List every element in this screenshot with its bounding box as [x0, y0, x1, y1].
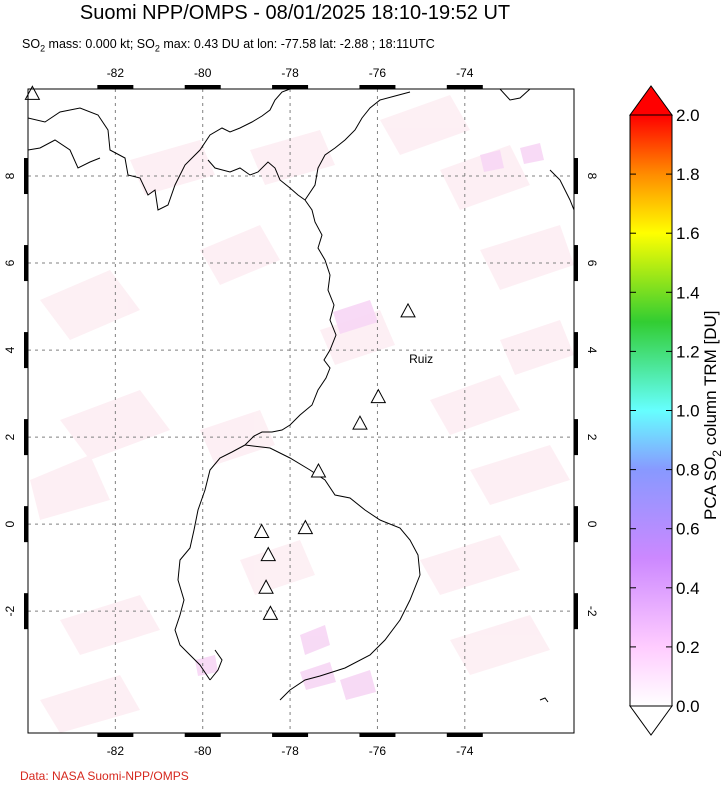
frame-bar — [574, 506, 578, 543]
lon-tick-label: -76 — [369, 744, 387, 758]
frame-bar — [359, 733, 396, 737]
lat-tick-label: 8 — [3, 172, 17, 179]
volcano-label: Ruiz — [409, 352, 433, 366]
lat-tick-label: 8 — [585, 173, 599, 180]
frame-bar — [97, 733, 134, 737]
frame-bar — [24, 245, 28, 282]
frame-bar — [97, 85, 134, 89]
frame-bar — [272, 733, 309, 737]
colorbar-tick-label: 0.4 — [676, 579, 700, 598]
volcano-triangle — [253, 523, 270, 539]
lon-tick-label: -80 — [194, 744, 212, 758]
lat-tick-label: 0 — [3, 520, 17, 527]
volcano-triangle — [258, 579, 274, 594]
lat-tick-label: 4 — [3, 346, 17, 353]
lon-tick-label: -78 — [281, 744, 299, 758]
colorbar-tick-label: 0.8 — [676, 461, 700, 480]
frame-bar — [24, 419, 28, 456]
lon-tick-label: -82 — [107, 66, 125, 80]
frame-bar — [24, 332, 28, 369]
frame-bar — [272, 85, 309, 89]
frame-bar — [24, 593, 28, 630]
colorbar-label: PCA SO2 column TRM [DU] — [701, 311, 724, 521]
frame-bar — [574, 593, 578, 630]
frame-bar — [574, 332, 578, 369]
lon-tick-label: -74 — [456, 744, 474, 758]
frame-bar — [574, 158, 578, 195]
lat-tick-label: 0 — [585, 521, 599, 528]
graticule — [28, 89, 574, 733]
so2-patches-enhanced — [195, 143, 544, 700]
volcano-triangle — [297, 519, 314, 535]
colorbar-tick-label: 0.2 — [676, 638, 700, 657]
lat-tick-label: 4 — [585, 347, 599, 354]
so2-background — [28, 89, 574, 733]
lat-tick-label: 6 — [585, 260, 599, 267]
map-subtitle: SO2 mass: 0.000 kt; SO2 max: 0.43 DU at … — [22, 37, 435, 54]
colorbar-tick-label: 0.0 — [676, 697, 700, 716]
lon-tick-label: -76 — [369, 66, 387, 80]
axis-tick-labels: -82 -82 -80 -80 -78 -78 -76 -76 -74 -74 8 8 6 6 4 4 2 2 0 0… — [3, 66, 599, 758]
volcano-markers: Ruiz — [24, 85, 433, 620]
volcano-triangle — [310, 462, 327, 478]
frame-bar — [574, 419, 578, 456]
lon-tick-label: -80 — [194, 66, 212, 80]
volcano-triangle — [260, 546, 277, 562]
map-title: Suomi NPP/OMPS - 08/01/2025 18:10-19:52 … — [79, 2, 511, 24]
lat-tick-label: 2 — [585, 434, 599, 441]
colorbar-tick-label: 1.4 — [676, 283, 700, 302]
coastlines — [28, 89, 574, 703]
frame-bar — [446, 733, 483, 737]
volcano-triangle — [262, 605, 279, 620]
data-credit: Data: NASA Suomi-NPP/OMPS — [20, 769, 189, 783]
colorbar-tick-label: 1.8 — [676, 165, 700, 184]
colorbar-tick-label: 2.0 — [676, 106, 700, 125]
volcano-triangle — [370, 388, 387, 404]
lat-tick-label: -2 — [3, 606, 17, 617]
colorbar: 2.0 1.8 1.6 1.4 1.2 1.0 0.8 0.6 0.4 0.2 0.0 PCA SO… — [629, 85, 724, 736]
frame-bar — [24, 506, 28, 543]
frame-bar — [184, 733, 221, 737]
lon-tick-label: -78 — [281, 66, 299, 80]
frame-bar — [359, 85, 396, 89]
lon-tick-label: -82 — [107, 744, 125, 758]
colorbar-tick-label: 1.0 — [676, 402, 700, 421]
colorbar-tick-label: 0.6 — [676, 520, 700, 539]
frame-bar — [184, 85, 221, 89]
frame-bar — [24, 158, 28, 195]
colorbar-tick-label: 1.2 — [676, 342, 700, 361]
frame-bar — [574, 245, 578, 282]
frame-tick-bars — [24, 85, 578, 737]
colorbar-tick-label: 1.6 — [676, 224, 700, 243]
lat-tick-label: 6 — [3, 259, 17, 266]
lat-tick-label: 2 — [3, 433, 17, 440]
lat-tick-label: -2 — [585, 606, 599, 617]
volcano-triangle — [400, 302, 416, 318]
volcano-triangle — [352, 415, 368, 430]
volcano-triangle — [24, 85, 41, 100]
frame-bar — [446, 85, 483, 89]
lon-tick-label: -74 — [456, 66, 474, 80]
